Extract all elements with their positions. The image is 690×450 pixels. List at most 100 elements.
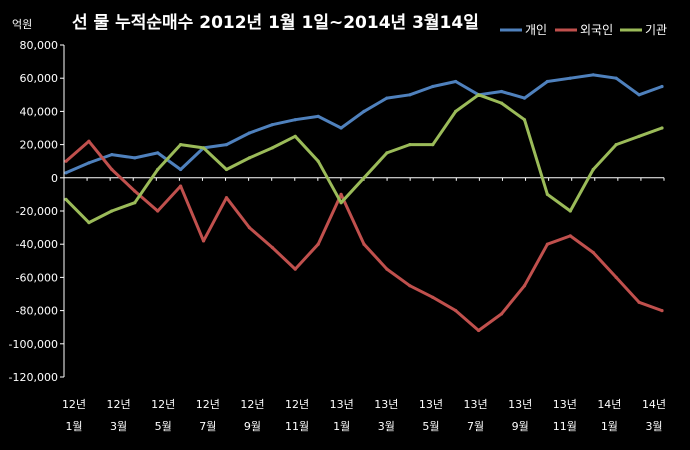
data-point [293,134,297,138]
data-point [454,79,458,84]
data-point [179,167,183,172]
data-point [270,245,274,250]
data-point [408,284,412,288]
legend-label: 외국인 [580,23,613,37]
data-point [339,201,343,205]
data-point [499,312,504,316]
data-point [477,93,481,97]
x-tick-year-label: 13년 [374,398,398,411]
data-point [339,192,343,196]
x-tick-year-label: 14년 [597,398,621,411]
data-point [110,167,114,172]
data-point [179,184,183,188]
data-point [270,123,274,127]
data-point [247,131,251,135]
data-point [156,167,160,172]
data-point [499,89,504,94]
data-point [87,221,91,225]
x-tick-month-label: 11월 [285,420,309,433]
x-tick-year-label: 13년 [463,398,487,411]
data-point [637,300,641,304]
x-tick-year-label: 12년 [285,398,309,411]
x-tick-month-label: 1월 [65,420,82,433]
x-tick-year-label: 12년 [62,398,86,411]
data-point [408,93,412,97]
data-point [477,328,481,333]
data-point [568,209,572,213]
data-point [133,201,137,205]
data-point [499,101,504,105]
x-tick-year-label: 14년 [642,398,666,411]
x-tick-year-label: 12년 [240,398,264,411]
y-tick-label: -40,000 [16,238,58,251]
data-point [362,242,366,246]
data-point [568,76,572,80]
y-tick-label: -60,000 [16,271,58,284]
data-point [660,309,664,313]
data-point [522,118,527,122]
data-point [316,242,320,246]
x-tick-month-label: 7월 [199,420,216,433]
data-point [362,109,366,113]
legend-label: 개인 [525,23,547,37]
data-point [224,167,229,172]
x-tick-month-label: 3월 [110,420,127,433]
x-tick-month-label: 9월 [244,420,261,433]
data-point [156,209,160,213]
data-point [87,139,91,143]
y-axis-tick-labels: 80,000 60,000 40,000 20,000 0 -20,000 -40,000 -… [9,39,64,384]
data-point [133,156,137,160]
data-point [247,226,251,230]
data-point [591,167,595,172]
y-axis-unit-label: 억원 [12,18,32,31]
data-point [316,114,320,118]
data-point [293,118,297,122]
data-point [660,84,664,89]
data-point [614,143,618,147]
x-axis-tick-labels: 12년 1월 12년 3월 12년 5월 12년 7월 12년 9월 12년 11월 13년 1월 13년 3… [62,398,666,433]
x-tick-year-label: 12년 [196,398,220,411]
x-tick-month-label: 11월 [553,420,577,433]
data-point [591,250,595,255]
data-point [110,152,114,157]
data-point [64,197,68,201]
data-point [293,267,297,271]
y-tick-label: 40,000 [20,105,59,118]
data-point [270,146,274,150]
y-tick-label: -20,000 [16,205,58,218]
data-point [224,143,229,147]
data-point [454,309,458,313]
data-point [156,151,160,155]
x-tick-year-label: 13년 [419,398,443,411]
data-point [110,209,114,213]
y-tick-label: 60,000 [20,72,59,85]
data-point [614,275,618,279]
x-tick-month-label: 3월 [378,420,395,433]
data-point [522,96,527,100]
x-tick-month-label: 7월 [467,420,484,433]
x-tick-month-label: 5월 [155,420,172,433]
data-point [431,295,435,299]
data-point [637,134,641,138]
x-tick-year-label: 13년 [508,398,532,411]
x-tick-year-label: 13년 [330,398,354,411]
x-tick-month-label: 9월 [512,420,529,433]
x-tick-month-label: 5월 [422,420,439,433]
data-point [201,239,206,243]
data-point [431,84,435,89]
data-point [660,126,664,130]
y-tick-label: -80,000 [16,305,58,318]
data-point [87,161,91,165]
data-point [362,176,366,180]
legend-label: 기관 [645,23,667,37]
data-point [637,93,641,97]
chart-legend: 개인 외국인 기관 [500,23,667,37]
x-tick-month-label: 1월 [601,420,618,433]
chart-title: 선 물 누적순매수 2012년 1월 1일~2014년 3월14일 [72,13,479,33]
data-point [545,192,549,196]
data-point [133,189,137,193]
data-point [591,73,595,77]
